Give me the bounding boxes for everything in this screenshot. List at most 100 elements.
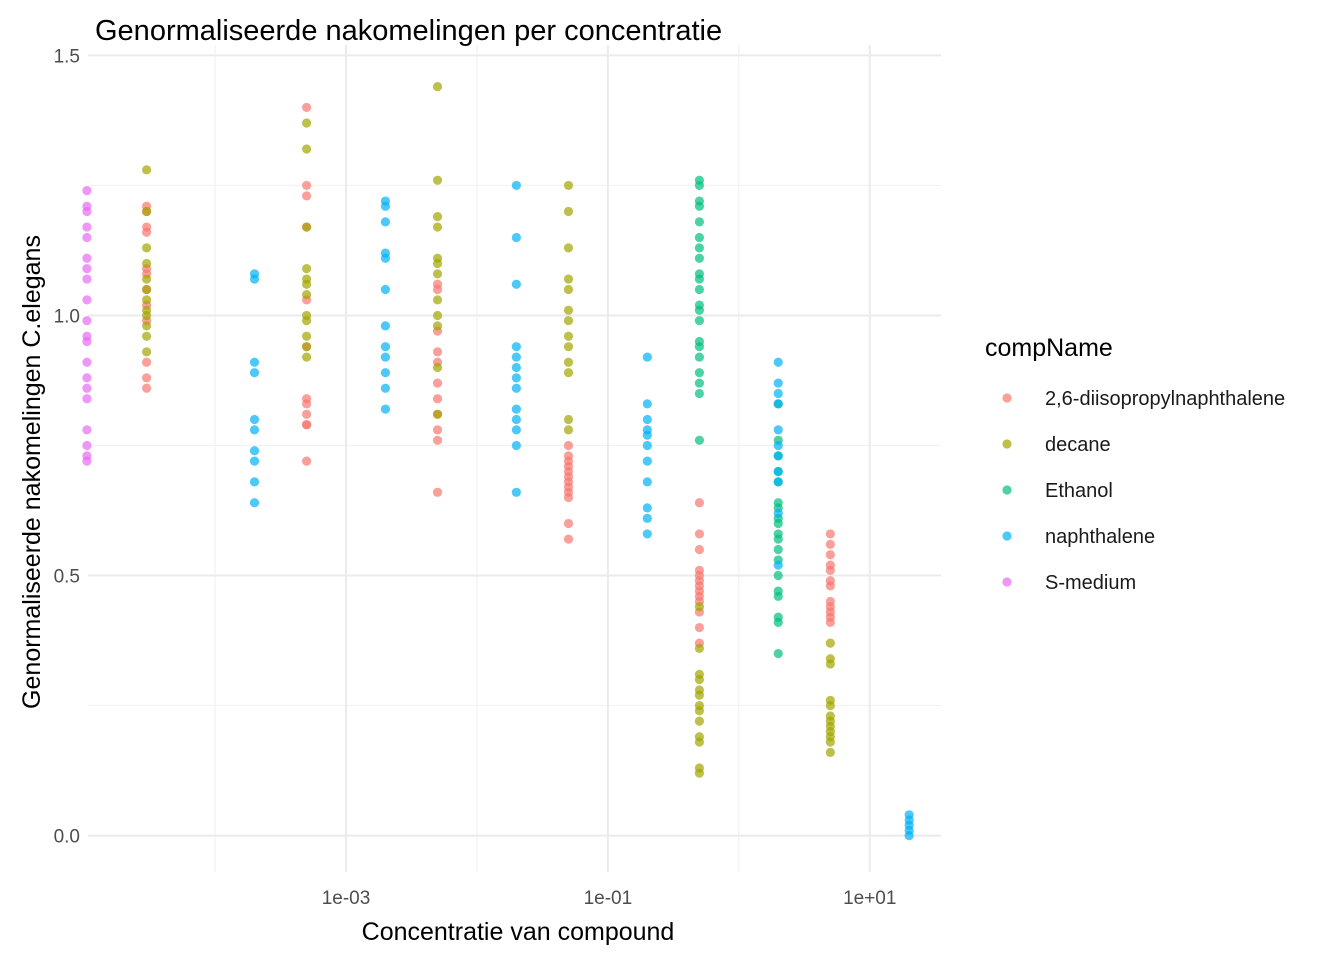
point-naphthalene xyxy=(249,456,260,466)
point-ethanol xyxy=(773,534,783,544)
point-ethanol xyxy=(694,316,705,326)
point-naphthalene xyxy=(511,404,521,414)
point-decane xyxy=(142,331,152,341)
point-2-6-diisopropylnaphthalene xyxy=(432,378,443,388)
point-decane xyxy=(432,175,443,185)
point-naphthalene xyxy=(642,352,652,362)
point-decane xyxy=(302,118,312,128)
point-naphthalene xyxy=(642,440,652,451)
x-tick-label: 1e-01 xyxy=(584,888,633,909)
point-naphthalene xyxy=(773,378,783,388)
point-s-medium xyxy=(82,264,92,274)
point-naphthalene xyxy=(642,414,652,425)
point-ethanol xyxy=(773,544,783,555)
point-decane xyxy=(302,316,312,326)
point-decane xyxy=(302,264,312,274)
point-naphthalene xyxy=(380,352,391,362)
point-naphthalene xyxy=(249,274,260,284)
point-s-medium xyxy=(82,274,92,284)
grid-lines xyxy=(88,45,941,872)
point-ethanol xyxy=(694,201,705,211)
point-decane xyxy=(563,274,574,284)
point-ethanol xyxy=(694,305,705,315)
legend-key-2-6-diisopropylnaphthalene xyxy=(1002,393,1012,403)
point-decane xyxy=(432,82,443,92)
point-2-6-diisopropylnaphthalene xyxy=(825,565,835,575)
point-2-6-diisopropylnaphthalene xyxy=(563,518,574,529)
y-tick-label: 0.0 xyxy=(54,827,80,848)
point-ethanol xyxy=(694,435,705,445)
point-ethanol xyxy=(773,617,783,627)
point-ethanol xyxy=(694,342,705,352)
point-decane xyxy=(142,243,152,253)
point-2-6-diisopropylnaphthalene xyxy=(825,550,835,560)
point-naphthalene xyxy=(380,284,391,295)
y-tick-label: 1.0 xyxy=(54,306,80,327)
point-naphthalene xyxy=(642,399,652,409)
point-s-medium xyxy=(82,383,92,393)
point-decane xyxy=(563,305,574,315)
point-decane xyxy=(142,206,152,217)
point-naphthalene xyxy=(380,217,391,227)
point-naphthalene xyxy=(773,388,783,399)
point-decane xyxy=(142,321,152,331)
point-decane xyxy=(563,425,574,435)
point-decane xyxy=(694,643,705,653)
chart-title: Genormaliseerde nakomelingen per concent… xyxy=(95,15,722,47)
point-naphthalene xyxy=(511,440,521,451)
point-decane xyxy=(142,295,152,305)
point-ethanol xyxy=(694,232,705,243)
legend-key-s-medium xyxy=(1002,577,1012,587)
point-ethanol xyxy=(773,591,783,601)
point-naphthalene xyxy=(380,404,391,414)
point-decane xyxy=(432,258,443,269)
point-ethanol xyxy=(694,284,705,295)
point-ethanol xyxy=(694,253,705,263)
point-naphthalene xyxy=(773,425,783,435)
point-naphthalene xyxy=(511,279,521,289)
point-2-6-diisopropylnaphthalene xyxy=(825,617,835,627)
point-naphthalene xyxy=(642,513,652,523)
point-naphthalene xyxy=(773,508,783,518)
point-naphthalene xyxy=(904,830,914,841)
point-naphthalene xyxy=(773,357,783,367)
point-2-6-diisopropylnaphthalene xyxy=(563,456,574,466)
point-decane xyxy=(302,222,312,232)
legend-label-ethanol: Ethanol xyxy=(1045,480,1113,502)
point-ethanol xyxy=(694,378,705,388)
point-naphthalene xyxy=(380,321,391,331)
point-naphthalene xyxy=(773,399,783,409)
point-naphthalene xyxy=(511,362,521,373)
point-2-6-diisopropylnaphthalene xyxy=(563,440,574,451)
point-2-6-diisopropylnaphthalene xyxy=(825,581,835,591)
point-naphthalene xyxy=(380,201,391,211)
legend-key-ethanol xyxy=(1002,485,1012,495)
point-2-6-diisopropylnaphthalene xyxy=(142,383,152,393)
point-2-6-diisopropylnaphthalene xyxy=(432,284,443,295)
point-decane xyxy=(142,284,152,295)
point-naphthalene xyxy=(511,383,521,393)
point-ethanol xyxy=(773,648,783,659)
point-decane xyxy=(142,347,152,357)
point-2-6-diisopropylnaphthalene xyxy=(302,409,312,419)
point-decane xyxy=(142,165,152,175)
point-naphthalene xyxy=(773,451,783,461)
legend-key-decane xyxy=(1002,439,1012,449)
point-2-6-diisopropylnaphthalene xyxy=(825,539,835,549)
point-naphthalene xyxy=(249,498,260,508)
point-ethanol xyxy=(694,388,705,399)
point-decane xyxy=(142,258,152,269)
point-ethanol xyxy=(773,570,783,581)
point-2-6-diisopropylnaphthalene xyxy=(142,227,152,237)
point-decane xyxy=(432,212,443,222)
point-s-medium xyxy=(82,373,92,383)
x-tick-label: 1e+01 xyxy=(843,888,896,909)
point-decane xyxy=(694,674,705,685)
point-2-6-diisopropylnaphthalene xyxy=(694,622,705,633)
point-decane xyxy=(142,310,152,321)
point-decane xyxy=(142,274,152,284)
point-2-6-diisopropylnaphthalene xyxy=(302,102,312,113)
point-s-medium xyxy=(82,232,92,243)
point-ethanol xyxy=(694,352,705,362)
